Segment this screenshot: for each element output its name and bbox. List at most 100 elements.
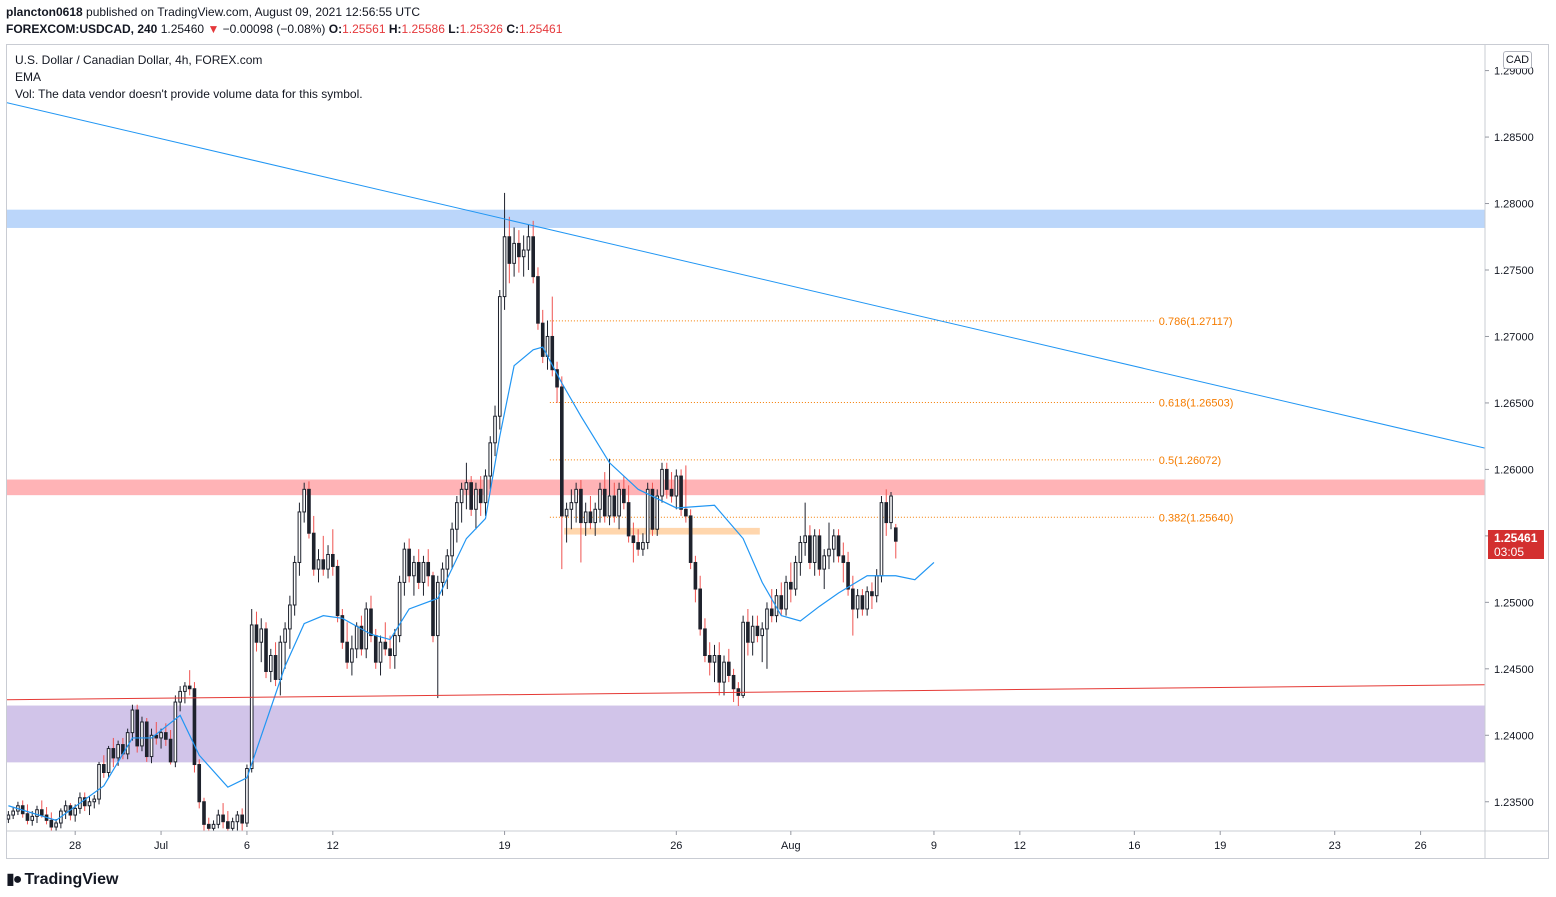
time-tick-label: 12 xyxy=(327,840,339,852)
candle xyxy=(579,480,583,563)
candle xyxy=(350,635,354,676)
candle-body xyxy=(521,249,526,258)
author-name[interactable]: plancton0618 xyxy=(6,5,83,19)
candle xyxy=(459,482,464,523)
candle xyxy=(746,608,750,656)
candle-body xyxy=(493,415,497,444)
candle xyxy=(345,622,349,669)
candle-body xyxy=(798,542,803,563)
candle-body xyxy=(827,548,831,557)
candle-body xyxy=(889,495,893,524)
candle-body xyxy=(335,565,340,617)
candle-body xyxy=(311,532,316,570)
plot-area: 0.786(1.27117) 0.618(1.26503) 0.5(1.26072)… xyxy=(6,102,1485,831)
candle xyxy=(340,608,345,649)
candle xyxy=(82,792,87,812)
candle-body xyxy=(808,535,812,563)
candle-body xyxy=(636,542,640,550)
candle-body xyxy=(526,236,531,251)
candle-body xyxy=(39,809,44,816)
price-change: −0.00098 (−0.08%) xyxy=(222,22,326,36)
candle-body xyxy=(865,591,869,610)
candle xyxy=(364,602,369,659)
candle xyxy=(402,542,407,596)
candle xyxy=(564,502,569,543)
candle xyxy=(870,582,874,609)
candle-body xyxy=(693,561,698,590)
candle-body xyxy=(345,641,349,663)
candle-body xyxy=(645,488,650,544)
candle xyxy=(168,729,173,765)
candle xyxy=(588,495,593,530)
legend-ema[interactable]: EMA xyxy=(15,70,42,84)
candle xyxy=(440,562,445,596)
candle xyxy=(822,549,827,590)
candle-body xyxy=(464,482,469,490)
currency-badge[interactable]: CAD xyxy=(1503,51,1532,69)
candle xyxy=(507,216,512,284)
close-value: 1.25461 xyxy=(518,22,563,36)
tradingview-logo[interactable]: ▮● TradingView xyxy=(6,869,118,889)
candle-body xyxy=(574,488,578,504)
candle-body xyxy=(455,502,459,530)
candle xyxy=(140,716,144,752)
candle-body xyxy=(388,648,392,657)
candle-body xyxy=(383,641,388,650)
candle xyxy=(178,686,182,712)
candle xyxy=(674,469,679,510)
resistance-zone-blue xyxy=(6,209,1485,228)
candle xyxy=(378,635,383,676)
candle-body xyxy=(206,823,211,829)
candle-body xyxy=(851,588,855,610)
candle xyxy=(149,728,154,764)
candle-body xyxy=(622,488,626,504)
candle xyxy=(769,589,774,623)
candle-body xyxy=(416,561,421,583)
candle xyxy=(555,361,559,403)
candle xyxy=(297,502,302,576)
candle xyxy=(703,618,707,663)
candle xyxy=(779,582,784,616)
candle-body xyxy=(149,734,154,758)
candle-body xyxy=(564,508,569,517)
candle-body xyxy=(459,488,464,504)
candle xyxy=(101,755,106,778)
last-price: 1.25460 xyxy=(160,22,205,36)
candle-body xyxy=(779,595,784,610)
candle xyxy=(435,575,440,699)
candle-body xyxy=(769,608,774,617)
candle-body xyxy=(612,495,617,517)
candle-body xyxy=(593,508,598,524)
candle xyxy=(111,737,116,768)
candle-body xyxy=(765,608,769,630)
time-tick-label: 16 xyxy=(1128,840,1140,852)
candle xyxy=(760,622,765,663)
candle-body xyxy=(722,661,726,683)
candle-body xyxy=(402,548,407,583)
candle-body xyxy=(755,625,760,637)
candle xyxy=(335,559,340,623)
time-tick-label: 26 xyxy=(1414,840,1426,852)
candle xyxy=(741,615,745,699)
candle-body xyxy=(579,488,583,524)
candle-body xyxy=(316,559,321,570)
candle-body xyxy=(226,821,230,829)
candle xyxy=(798,535,803,576)
candle xyxy=(765,602,769,669)
candle-body xyxy=(488,442,493,477)
price-tick-label: 1.26000 xyxy=(1494,464,1534,476)
candle-body xyxy=(178,690,182,703)
candle-body xyxy=(641,542,645,550)
candle-body xyxy=(321,559,326,570)
candle xyxy=(450,522,454,570)
candle xyxy=(669,472,674,503)
candle xyxy=(808,525,812,570)
candle-body xyxy=(560,386,564,517)
candle xyxy=(650,482,655,536)
candle-body xyxy=(435,581,440,637)
candle xyxy=(135,704,140,753)
candle-body xyxy=(812,535,817,563)
candle-body xyxy=(626,502,631,537)
price-tick-label: 1.24000 xyxy=(1494,730,1534,742)
